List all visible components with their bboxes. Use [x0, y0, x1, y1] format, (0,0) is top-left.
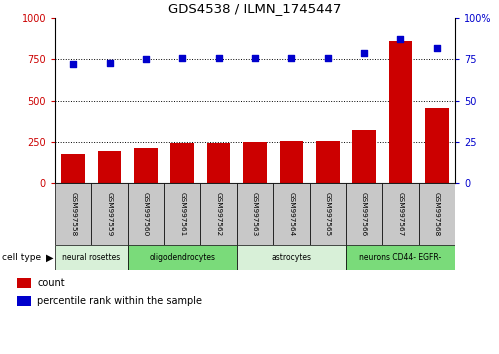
Point	[215, 55, 223, 61]
Bar	[201, 183, 237, 245]
Text: GSM997568: GSM997568	[434, 192, 440, 236]
Bar	[164, 183, 201, 245]
Text: ▶: ▶	[46, 252, 53, 263]
Text: percentile rank within the sample: percentile rank within the sample	[37, 296, 203, 306]
Bar	[273, 183, 309, 245]
Bar	[279, 141, 303, 183]
Text: count: count	[37, 278, 65, 288]
Text: neurons CD44- EGFR-: neurons CD44- EGFR-	[359, 253, 442, 262]
Bar	[128, 183, 164, 245]
Bar	[17, 296, 30, 307]
Bar	[98, 151, 121, 183]
Bar	[207, 143, 231, 183]
Bar	[55, 245, 128, 270]
Text: GSM997566: GSM997566	[361, 192, 367, 236]
Bar	[61, 154, 85, 183]
Text: GSM997560: GSM997560	[143, 192, 149, 236]
Bar	[425, 108, 449, 183]
Bar	[346, 245, 455, 270]
Bar	[389, 41, 412, 183]
Text: GSM997565: GSM997565	[325, 192, 331, 236]
Bar	[352, 130, 376, 183]
Bar	[91, 183, 128, 245]
Point	[69, 61, 77, 67]
Text: GSM997558: GSM997558	[70, 192, 76, 236]
Text: GSM997562: GSM997562	[216, 192, 222, 236]
Title: GDS4538 / ILMN_1745447: GDS4538 / ILMN_1745447	[168, 2, 342, 16]
Text: GSM997561: GSM997561	[179, 192, 185, 236]
Point	[142, 56, 150, 62]
Text: GSM997564: GSM997564	[288, 192, 294, 236]
Point	[433, 45, 441, 51]
Text: neural rosettes: neural rosettes	[62, 253, 120, 262]
Point	[251, 55, 259, 61]
Bar	[419, 183, 455, 245]
Bar	[237, 183, 273, 245]
Text: astrocytes: astrocytes	[271, 253, 311, 262]
Bar	[309, 183, 346, 245]
Point	[397, 36, 405, 42]
Bar	[134, 148, 158, 183]
Bar	[128, 245, 237, 270]
Text: GSM997563: GSM997563	[252, 192, 258, 236]
Bar	[237, 245, 346, 270]
Text: GSM997567: GSM997567	[398, 192, 404, 236]
Bar	[171, 143, 194, 183]
Bar	[243, 142, 267, 183]
Point	[360, 50, 368, 56]
Bar	[382, 183, 419, 245]
Bar	[55, 183, 91, 245]
Text: oligodendrocytes: oligodendrocytes	[149, 253, 215, 262]
Bar	[316, 141, 339, 183]
Point	[287, 55, 295, 61]
Text: cell type: cell type	[2, 253, 41, 262]
Bar	[346, 183, 382, 245]
Point	[324, 55, 332, 61]
Point	[106, 60, 114, 65]
Bar	[17, 278, 30, 289]
Point	[178, 55, 186, 61]
Text: GSM997559: GSM997559	[107, 192, 113, 236]
